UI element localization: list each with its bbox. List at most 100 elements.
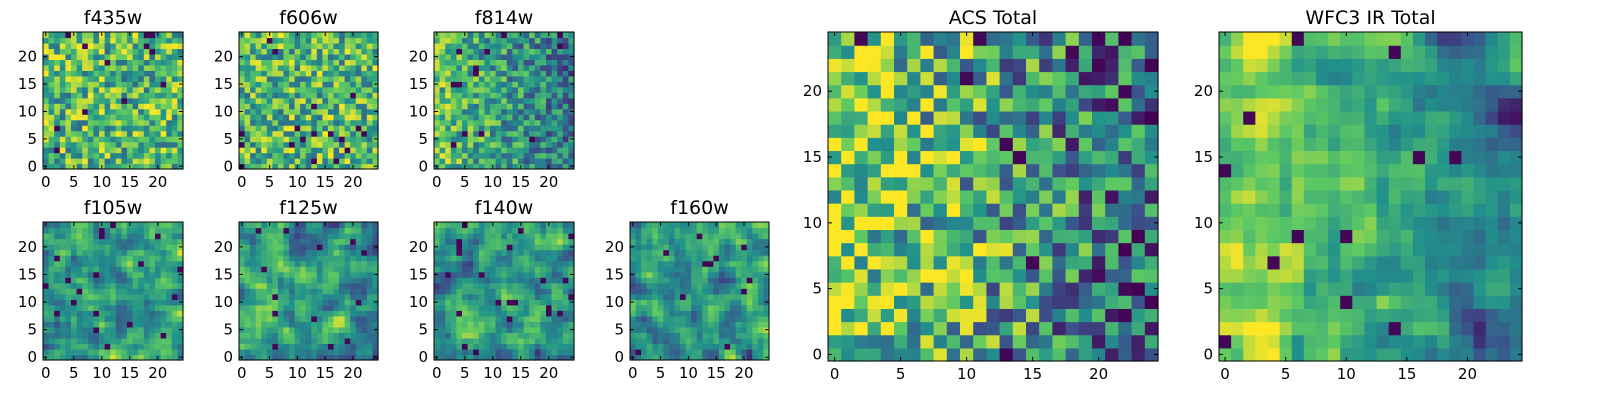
heatmap-cell: [88, 76, 94, 82]
heatmap-cell: [239, 283, 245, 289]
heatmap-cell: [77, 32, 83, 38]
heatmap-cell: [144, 158, 150, 164]
heatmap-cell: [1039, 177, 1053, 191]
heatmap-cell: [546, 239, 552, 245]
heatmap-cell: [93, 321, 99, 327]
heatmap-cell: [116, 266, 122, 272]
heatmap-cell: [479, 92, 485, 98]
heatmap-cell: [524, 316, 530, 322]
heatmap-cell: [267, 277, 273, 283]
heatmap-cell: [484, 277, 490, 283]
heatmap-cell: [484, 288, 490, 294]
heatmap-cell: [121, 70, 127, 76]
heatmap-cell: [144, 294, 150, 300]
heatmap-cell: [60, 332, 66, 338]
heatmap-cell: [99, 343, 105, 349]
heatmap-cell: [361, 136, 367, 142]
heatmap-cell: [529, 87, 535, 93]
heatmap-cell: [99, 43, 105, 49]
heatmap-cell: [440, 255, 446, 261]
heatmap-cell: [535, 332, 541, 338]
heatmap-cell: [88, 255, 94, 261]
heatmap-cell: [741, 316, 747, 322]
heatmap-cell: [121, 32, 127, 38]
heatmap-cell: [451, 70, 457, 76]
heatmap-cell: [283, 125, 289, 131]
heatmap-cell: [116, 158, 122, 164]
heatmap-cell: [512, 65, 518, 71]
heatmap-cell: [473, 338, 479, 344]
heatmap-cell: [708, 277, 714, 283]
heatmap-cell: [1145, 322, 1159, 336]
heatmap-cell: [674, 261, 680, 267]
heatmap-cell: [161, 48, 167, 54]
heatmap-cell: [563, 125, 569, 131]
heatmap-cell: [719, 294, 725, 300]
heatmap-cell: [121, 147, 127, 153]
heatmap-cell: [445, 109, 451, 115]
heatmap-cell: [261, 244, 267, 250]
heatmap-cell: [110, 87, 116, 93]
heatmap-cell: [261, 125, 267, 131]
heatmap-cell: [652, 228, 658, 234]
heatmap-cell: [283, 316, 289, 322]
heatmap-cell: [334, 81, 340, 87]
heatmap-cell: [719, 349, 725, 355]
heatmap-cell: [88, 272, 94, 278]
heatmap-cell: [133, 294, 139, 300]
heatmap-cell: [1132, 295, 1146, 309]
heatmap-cell: [473, 255, 479, 261]
heatmap-cell: [535, 277, 541, 283]
heatmap-cell: [552, 87, 558, 93]
heatmap-cell: [529, 250, 535, 256]
heatmap-cell: [484, 283, 490, 289]
heatmap-cell: [278, 305, 284, 311]
heatmap-cell: [261, 32, 267, 38]
heatmap-cell: [1052, 216, 1066, 230]
heatmap-cell: [133, 228, 139, 234]
heatmap-cell: [669, 222, 675, 228]
heatmap-cell: [300, 283, 306, 289]
heatmap-cell: [311, 125, 317, 131]
heatmap-cell: [947, 229, 961, 243]
heatmap-cell: [317, 37, 323, 43]
heatmap-cell: [295, 81, 301, 87]
heatmap-cell: [339, 343, 345, 349]
heatmap-cell: [473, 147, 479, 153]
heatmap-cell: [1026, 243, 1040, 257]
heatmap-cell: [507, 316, 513, 322]
heatmap-cell: [1079, 322, 1093, 336]
heatmap-cell: [456, 37, 462, 43]
heatmap-cell: [468, 228, 474, 234]
heatmap-cell: [758, 288, 764, 294]
heatmap-cell: [172, 299, 178, 305]
heatmap-cell: [49, 43, 55, 49]
heatmap-cell: [507, 283, 513, 289]
heatmap-cell: [854, 269, 868, 283]
heatmap-cell: [105, 266, 111, 272]
heatmap-cell: [636, 288, 642, 294]
heatmap-cell: [317, 316, 323, 322]
heatmap-cell: [973, 322, 987, 336]
heatmap-cell: [121, 327, 127, 333]
heatmap-cell: [289, 37, 295, 43]
heatmap-cell: [295, 54, 301, 60]
heatmap-cell: [133, 255, 139, 261]
heatmap-cell: [116, 349, 122, 355]
heatmap-cell: [636, 239, 642, 245]
heatmap-cell: [462, 266, 468, 272]
heatmap-cell: [719, 233, 725, 239]
heatmap-cell: [473, 266, 479, 272]
heatmap-cell: [77, 153, 83, 159]
heatmap-cell: [256, 65, 262, 71]
heatmap-cell: [49, 316, 55, 322]
heatmap-cell: [451, 54, 457, 60]
heatmap-cell: [934, 190, 948, 204]
heatmap-cell: [1039, 308, 1053, 322]
heatmap-cell: [1026, 295, 1040, 309]
heatmap-cell: [93, 125, 99, 131]
heatmap-cell: [250, 288, 256, 294]
heatmap-cell: [306, 299, 312, 305]
heatmap-cell: [367, 147, 373, 153]
heatmap-cell: [339, 98, 345, 104]
